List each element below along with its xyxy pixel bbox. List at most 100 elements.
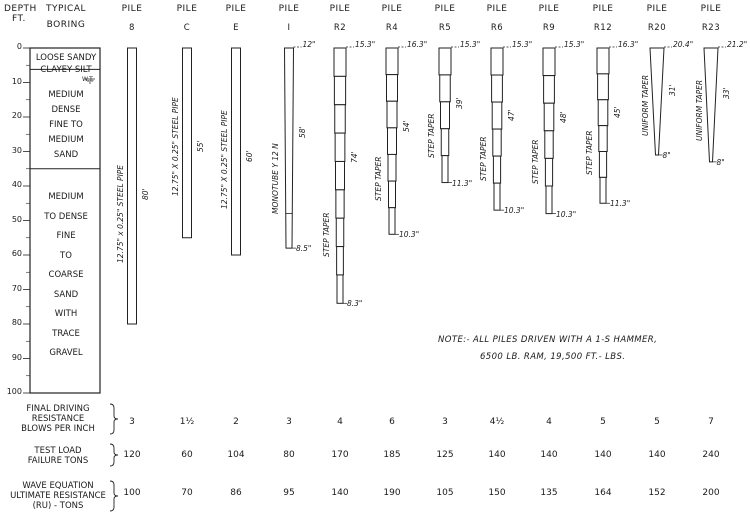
pile-top-diameter: 20.4"	[673, 40, 694, 49]
row-brace	[109, 480, 119, 512]
pile-segment	[334, 104, 346, 134]
depth-tick-label: 50	[11, 214, 22, 224]
row-value-cell: 140	[594, 450, 612, 460]
row-label-line: RESISTANCE	[31, 414, 85, 424]
pile-segment	[438, 47, 452, 76]
pile-tip-diameter: 8"	[716, 157, 725, 167]
row-label-driving-resistance: FINAL DRIVING RESISTANCE BLOWS PER INCH	[2, 404, 114, 434]
soil-layer-1: LOOSE SANDY CLAYEY SILT	[32, 52, 100, 76]
pile-length-label: 58'	[297, 126, 307, 139]
depth-header-label: DEPTH	[4, 4, 37, 14]
pile-length-label: 33'	[722, 87, 731, 100]
pile-shaft	[231, 47, 241, 256]
depth-tick-label: 40	[11, 180, 22, 189]
pile-header-id: R2	[333, 23, 347, 33]
pile-shaft	[649, 47, 665, 156]
water-table-label: W.T.	[82, 76, 95, 83]
pile-segment	[388, 180, 396, 209]
pile-top-diameter: 15.3"	[564, 40, 585, 49]
row-value-cell: 140	[331, 488, 349, 498]
pile-segment	[493, 182, 501, 211]
pile-header-label: PILE	[538, 4, 560, 14]
row-value-cell: 1½	[179, 417, 195, 427]
soil-layer-3-line: TO DENSE	[44, 211, 88, 222]
pile-segment	[334, 132, 346, 162]
pile-shaft	[703, 47, 719, 163]
pile-tip-diameter: 8"	[662, 150, 671, 160]
row-value-cell: 2	[233, 417, 239, 427]
pile-header-label: PILE	[176, 4, 198, 14]
pile-type-label: 12.75" x 0.25" STEEL PIPE	[116, 165, 125, 264]
row-value-cell: 150	[488, 488, 506, 498]
pile-top-diameter: 21.2"	[727, 40, 748, 49]
pile-header-id: C	[183, 23, 191, 33]
pile-segment	[543, 75, 555, 104]
row-value-cell: 104	[227, 450, 245, 460]
pile-header-id: 8	[129, 23, 135, 33]
pile-type-label: STEP TAPER	[585, 130, 594, 176]
row-value-cell: 135	[540, 488, 558, 498]
row-label-line: FAILURE TONS	[27, 456, 89, 466]
pile-header-id: R20	[647, 23, 667, 33]
row-label-test-load: TEST LOAD FAILURE TONS	[2, 446, 114, 466]
pile-header-id: E	[233, 23, 239, 33]
pile-length-label: 60'	[244, 150, 254, 162]
pile-header-label: PILE	[486, 4, 508, 14]
pile-header-id: R6	[490, 23, 504, 33]
hammer-note: NOTE:- ALL PILES DRIVEN WITH A 1-S HAMME…	[438, 332, 657, 366]
pile-segment	[491, 101, 503, 130]
pile-tip-diameter: 11.3"	[452, 178, 473, 188]
pile-segment	[388, 207, 396, 235]
pile-tip-diameter: 11.3"	[610, 199, 631, 209]
row-label-line: (RU) - TONS	[32, 501, 84, 511]
soil-layer-2: MEDIUM DENSE FINE TO MEDIUM SAND	[32, 88, 100, 163]
row-value-cell: 80	[283, 450, 295, 460]
soil-layer-2-line: MEDIUM	[48, 90, 84, 100]
pile-length-label: 39'	[455, 96, 464, 109]
soil-layer-2-line: DENSE	[51, 105, 81, 115]
row-value-cell: 5	[600, 417, 606, 427]
pile-segment	[441, 155, 449, 184]
soil-layer-3: MEDIUM TO DENSE FINE TO COARSE SAND WITH…	[32, 188, 100, 364]
row-value-cell: 6	[389, 417, 395, 427]
pile-type-label: STEP TAPER	[322, 212, 331, 258]
pile-header-id: R23	[701, 23, 721, 33]
row-value-cell: 190	[383, 488, 401, 498]
pile-segment	[385, 47, 399, 76]
row-value-cell: 152	[648, 488, 666, 498]
row-value-cell: 170	[331, 450, 349, 460]
pile-segment	[333, 75, 347, 106]
pile-segment	[545, 185, 553, 215]
soil-layer-3-line: COARSE	[48, 270, 84, 280]
row-value-cell: 140	[488, 450, 506, 460]
depth-header-unit: FT.	[12, 14, 26, 24]
pile-segment	[335, 217, 345, 248]
pile-shaft	[127, 47, 137, 325]
pile-type-label: STEP TAPER	[427, 113, 436, 159]
pile-type-label: STEP TAPER	[531, 139, 540, 184]
pile-segment	[335, 189, 345, 219]
row-value-cell: 5	[654, 417, 660, 427]
row-value-cell: 7	[708, 417, 714, 427]
row-value-cell: 4	[546, 417, 552, 427]
pile-segment	[387, 153, 397, 182]
row-value-cell: 240	[702, 450, 720, 460]
pile-segment	[335, 160, 345, 191]
row-value-cell: 164	[594, 488, 612, 498]
pile-segment	[543, 102, 555, 132]
row-brace	[109, 403, 119, 435]
pile-length-label: 80'	[140, 188, 150, 200]
pile-segment	[598, 125, 608, 152]
soil-layer-3-line: GRAVEL	[49, 348, 83, 358]
row-value-cell: 105	[436, 488, 454, 498]
pile-segment	[386, 100, 398, 129]
hammer-note-line-1: NOTE:- ALL PILES DRIVEN WITH A 1-S HAMME…	[438, 335, 658, 345]
row-label-line: WAVE EQUATION	[22, 481, 94, 491]
pile-segment	[333, 47, 347, 77]
pile-type-label: STEP TAPER	[479, 136, 488, 181]
row-value-cell: 100	[123, 488, 141, 498]
pile-header-label: PILE	[434, 4, 456, 14]
pile-segment	[597, 99, 609, 127]
soil-layer-3-line: SAND	[53, 289, 79, 300]
row-value-cell: 200	[702, 488, 720, 498]
